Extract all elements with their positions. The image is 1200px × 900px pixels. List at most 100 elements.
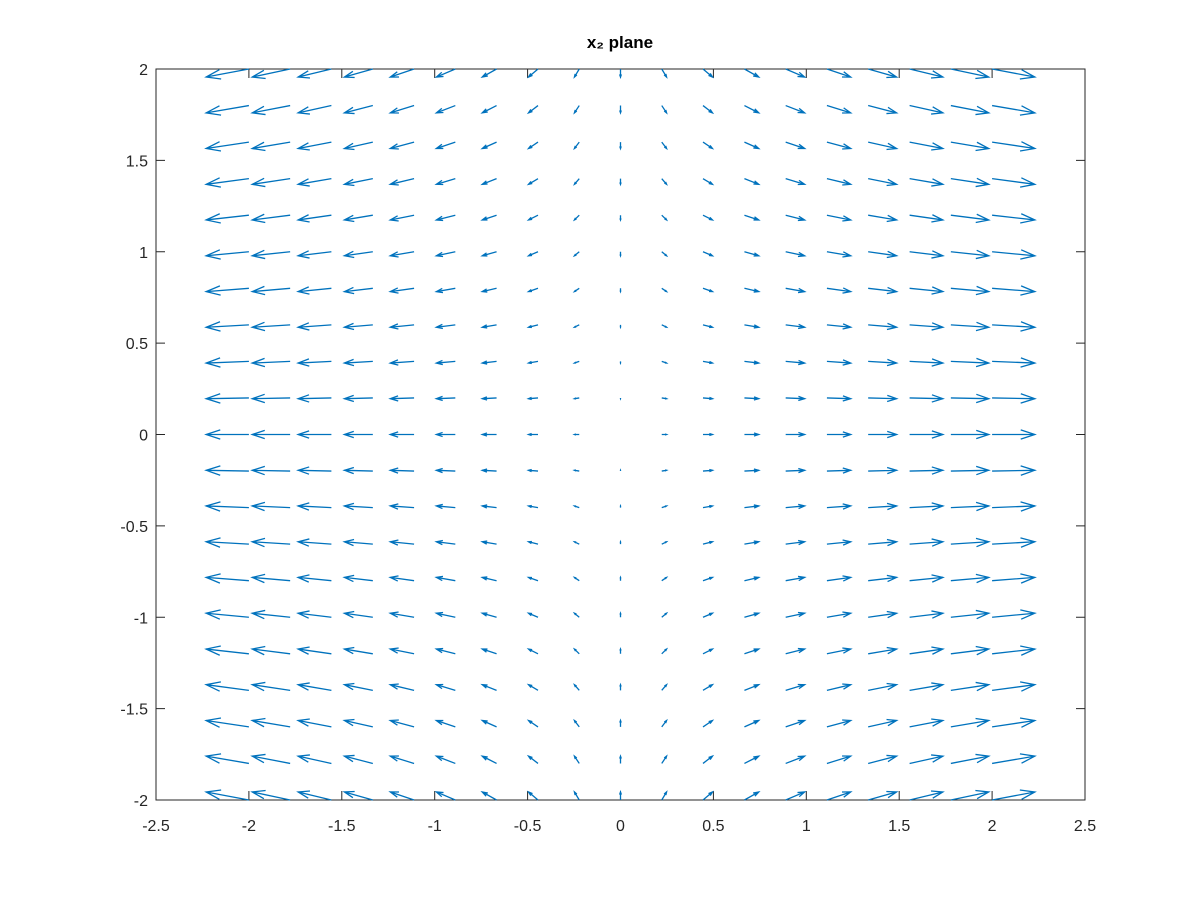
arrow [342, 502, 373, 511]
arrow [434, 755, 456, 765]
arrow [661, 141, 668, 151]
arrow [744, 683, 761, 691]
arrow [388, 323, 415, 330]
arrow [785, 611, 807, 618]
arrow [785, 251, 807, 258]
arrow [785, 141, 807, 150]
arrow [868, 754, 899, 765]
arrow [826, 539, 853, 546]
arrow [785, 359, 807, 366]
arrow [342, 610, 373, 619]
arrow [572, 540, 580, 545]
arrow [204, 681, 249, 692]
arrow [204, 465, 249, 476]
arrow [342, 682, 373, 691]
arrow [950, 285, 991, 296]
arrow [342, 430, 373, 439]
arrow [909, 286, 945, 295]
arrow [785, 575, 807, 582]
arrow [619, 682, 622, 691]
arrow [702, 754, 715, 764]
arrow [204, 717, 249, 728]
arrow [342, 68, 374, 79]
arrow [388, 178, 415, 186]
arrow [250, 393, 291, 404]
arrow [526, 360, 539, 365]
arrow [992, 681, 1037, 692]
arrow [572, 433, 580, 436]
arrow [480, 68, 497, 79]
arrow [909, 430, 945, 439]
arrow [826, 503, 853, 510]
arrow [342, 646, 373, 655]
arrow [572, 251, 580, 258]
arrow [342, 538, 373, 547]
arrow [661, 433, 669, 436]
arrow [619, 251, 622, 258]
arrow [702, 683, 715, 691]
arrow [868, 466, 899, 475]
x-tick-label: 0.5 [702, 818, 724, 835]
arrow [744, 360, 761, 365]
arrow [868, 358, 899, 367]
arrow [250, 104, 291, 116]
arrow [702, 251, 715, 257]
arrow [204, 213, 249, 224]
arrow [388, 791, 415, 801]
arrow [572, 576, 580, 582]
y-tick-label: -1 [134, 610, 148, 627]
arrow [826, 395, 853, 402]
arrow [342, 718, 373, 728]
arrow [702, 648, 715, 655]
arrow [480, 324, 497, 329]
arrow [572, 324, 580, 329]
arrow [250, 141, 291, 152]
arrow [661, 576, 669, 582]
arrow [661, 397, 669, 400]
arrow [950, 609, 991, 620]
arrow [434, 359, 456, 366]
arrow [785, 104, 807, 114]
arrow [826, 755, 853, 765]
arrow [342, 358, 373, 367]
arrow [434, 611, 456, 618]
arrow [867, 68, 899, 79]
arrow [785, 323, 807, 330]
arrow [250, 177, 291, 188]
arrow [909, 574, 945, 583]
arrow [250, 501, 291, 512]
arrow [573, 178, 580, 186]
arrow [619, 105, 622, 115]
arrow [992, 393, 1037, 404]
arrow [342, 466, 373, 475]
arrow [744, 214, 761, 221]
arrow [785, 755, 807, 765]
arrow [744, 576, 761, 582]
arrow [826, 791, 853, 801]
arrow [526, 612, 539, 618]
arrow [526, 504, 539, 509]
arrow [785, 395, 807, 402]
arrow [573, 718, 580, 728]
arrow [702, 576, 715, 582]
arrow [573, 68, 580, 79]
arrow [480, 432, 497, 437]
arrow [480, 540, 497, 545]
arrow [573, 754, 580, 764]
arrow [909, 682, 945, 691]
arrow [992, 537, 1037, 548]
arrow [296, 718, 332, 728]
arrow [826, 359, 853, 366]
arrow [909, 466, 945, 475]
arrow [661, 683, 668, 691]
arrow [296, 358, 332, 367]
arrow [204, 249, 249, 260]
x-tick-label: 2.5 [1074, 818, 1096, 835]
arrow [388, 431, 415, 438]
arrow [950, 104, 991, 116]
arrow [702, 324, 715, 329]
arrow [702, 178, 715, 186]
arrow [480, 104, 497, 114]
arrow [991, 789, 1037, 801]
arrow [296, 394, 332, 403]
